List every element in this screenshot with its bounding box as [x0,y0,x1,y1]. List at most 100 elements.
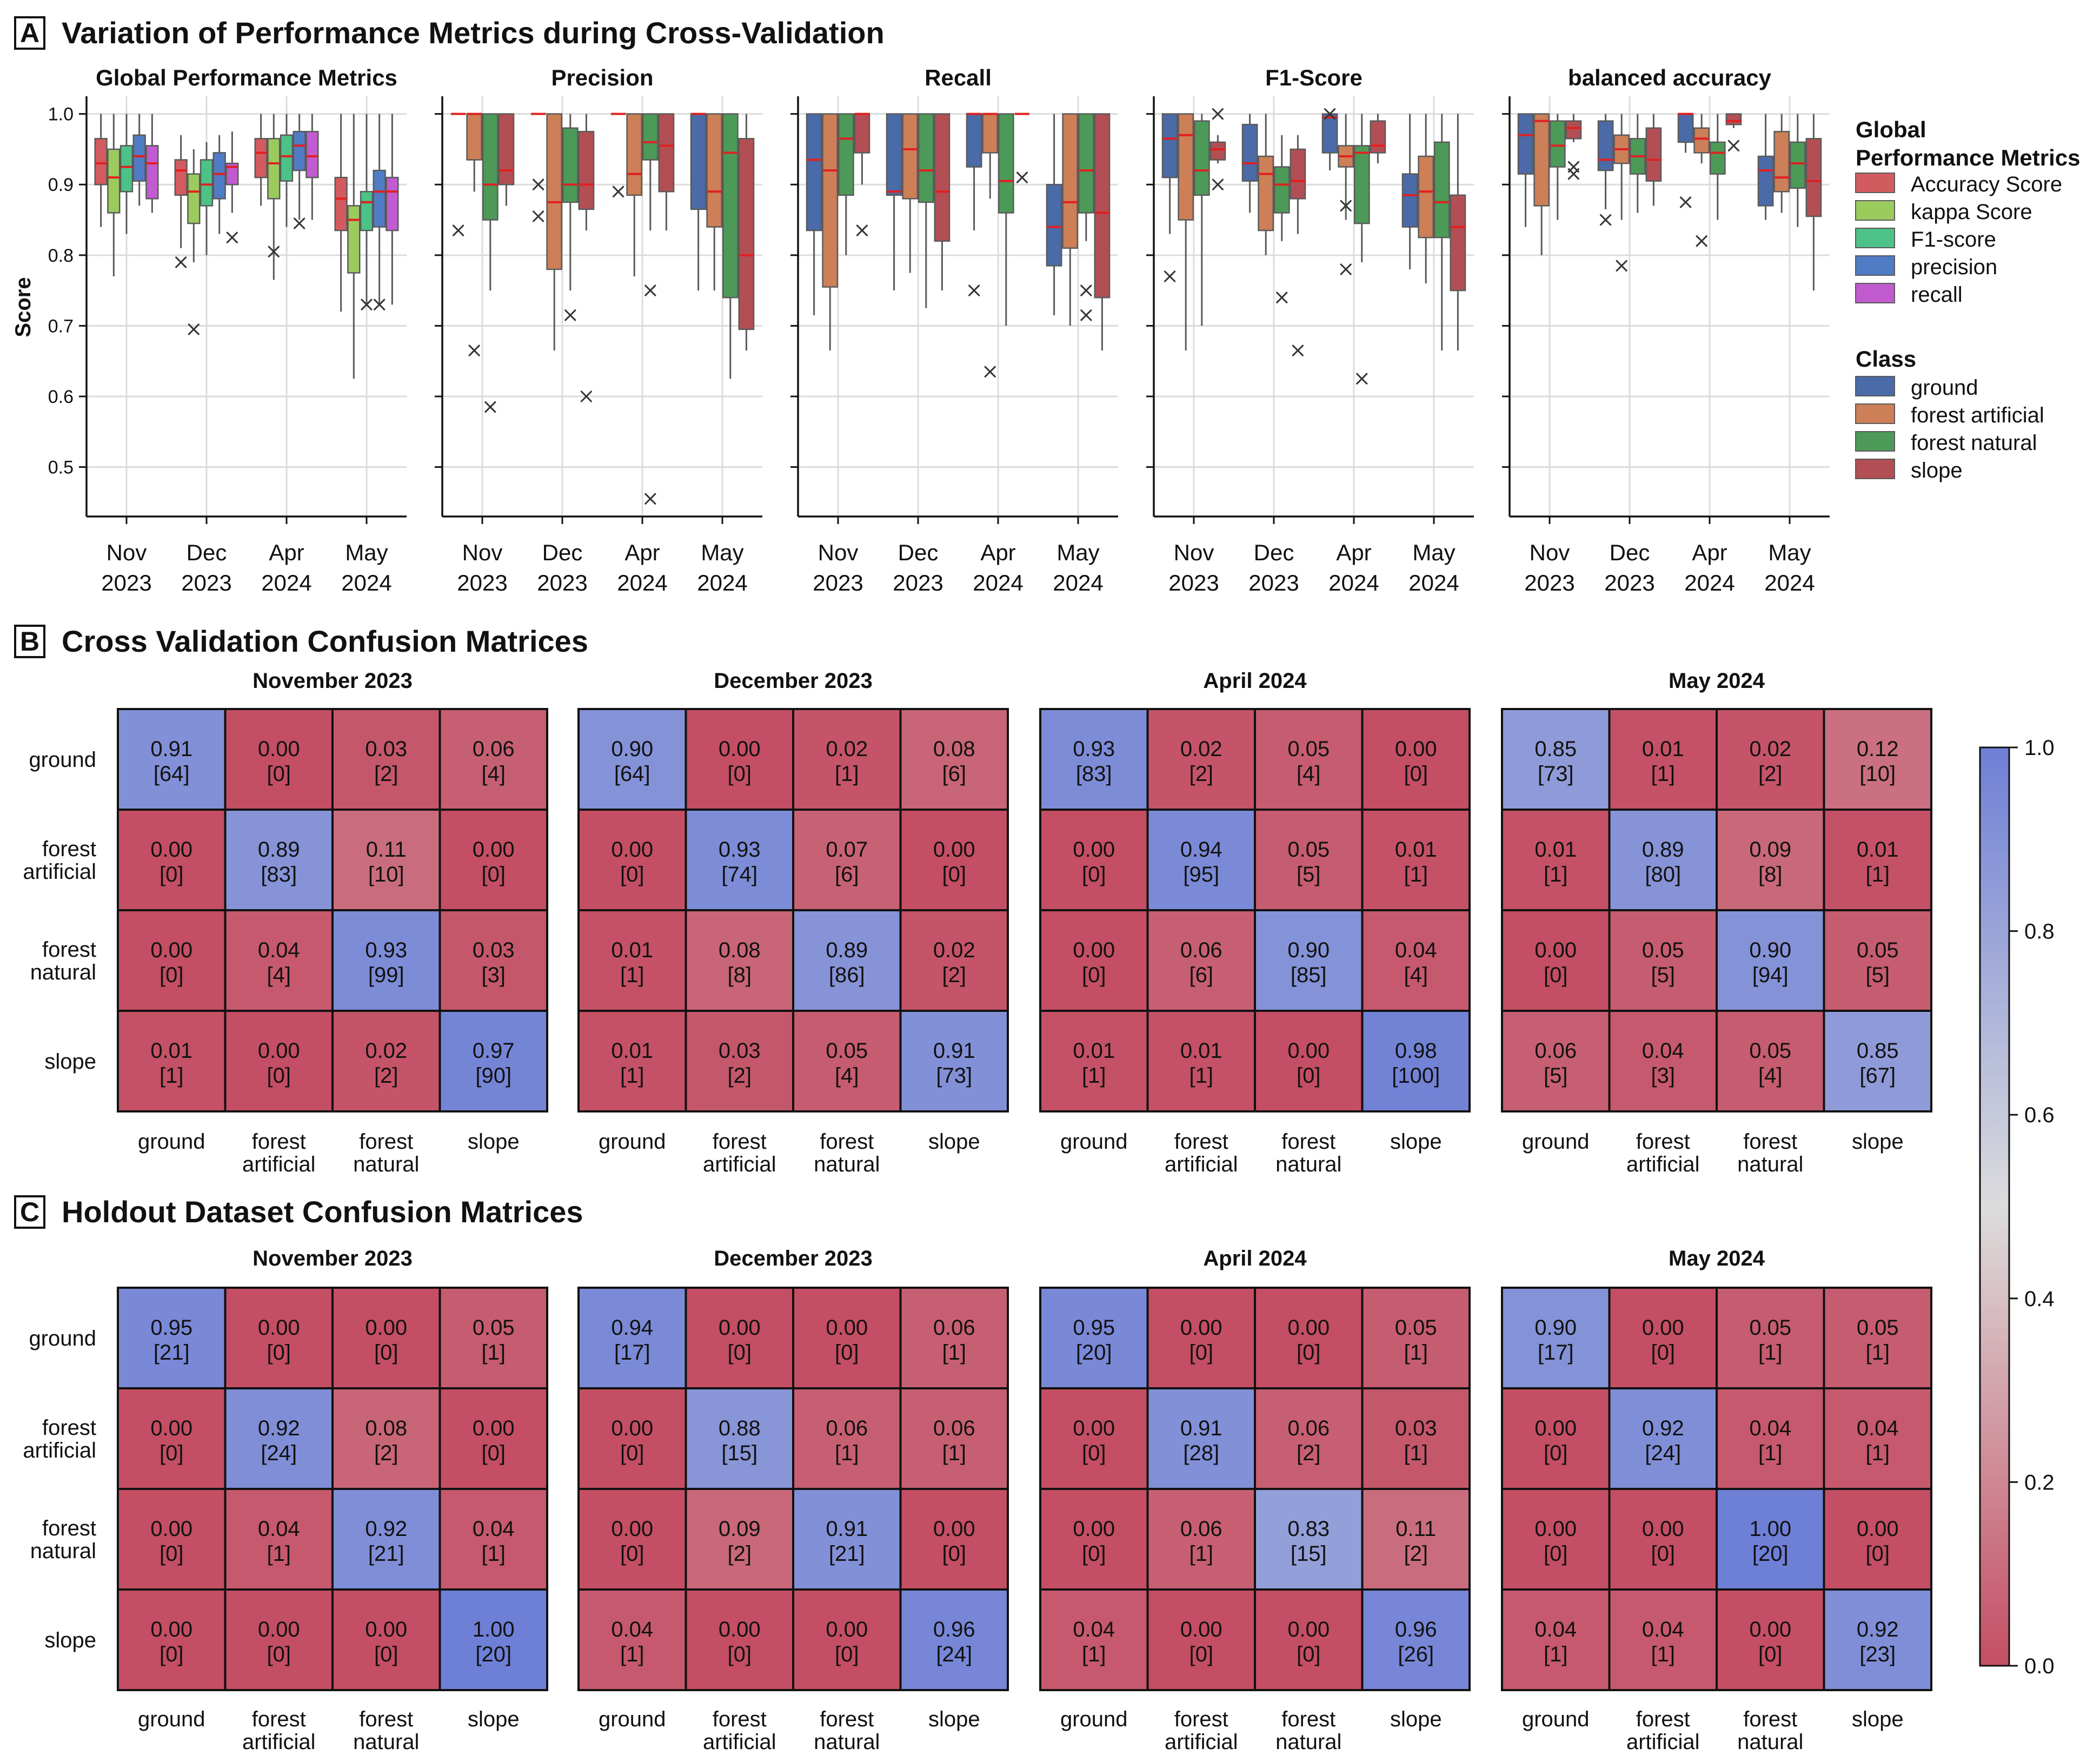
matrix-cell: 0.05[1] [1361,1287,1471,1389]
cell-count: [5] [1651,963,1675,987]
box-forest_artificial [1178,113,1194,351]
cell-value: 0.89 [826,938,868,962]
box-body [360,191,374,231]
outlier-marker [1016,171,1028,184]
cell-fill [117,1488,227,1591]
box-kappa [267,114,281,280]
x-tick-label-month: Apr [1692,540,1727,565]
matrix-cell: 0.89[86] [792,909,902,1012]
cell-value: 0.06 [473,737,515,761]
y-tick-label: 0.5 [48,458,74,478]
cell-count: [0] [728,1341,752,1365]
matrix-cell: 0.01[1] [577,909,687,1012]
cell-count: [0] [1082,1441,1106,1465]
cell-value: 0.03 [719,1039,761,1063]
matrix-cell: 0.92[24] [1608,1387,1718,1490]
x-tick-label-month: Nov [818,540,859,565]
cell-fill [1608,708,1718,811]
box-forest_natural [1353,114,1370,385]
cell-value: 1.00 [1749,1517,1791,1541]
panel-c-header: C Holdout Dataset Confusion Matrices [14,1195,583,1229]
matrix-cell: 0.93[99] [331,909,441,1012]
cell-count: [21] [368,1542,404,1566]
cell-value: 0.07 [826,838,868,862]
panel-b-header: B Cross Validation Confusion Matrices [14,624,588,658]
row-label: artificial [23,860,96,884]
x-tick-label-year: 2024 [1764,570,1815,595]
cell-fill [1361,909,1471,1012]
cell-count: [0] [620,863,644,886]
legend-label: precision [1911,255,1997,279]
legend-item: F1-score [1855,228,1996,251]
legend-swatch [1855,200,1895,221]
matrix-cell: 0.02[1] [792,708,902,811]
cell-fill [1823,1287,1932,1389]
box-precision [132,114,146,206]
cell-count: [1] [620,963,644,987]
cell-count: [4] [1404,963,1428,987]
cell-count: [0] [374,1341,398,1365]
cell-count: [1] [942,1341,966,1365]
cell-count: [100] [1392,1064,1440,1088]
box-recall [225,131,239,244]
cell-fill [792,1588,902,1691]
outlier-marker [360,299,373,311]
cell-count: [0] [835,1643,859,1666]
cell-fill [899,1588,1009,1691]
outlier-marker [1355,373,1368,385]
box-body [998,113,1014,214]
row-label: natural [30,961,96,984]
cell-value: 0.01 [150,1039,192,1063]
cell-fill [1039,1488,1149,1591]
col-label: forest [713,1707,767,1731]
cell-fill [1501,1588,1611,1691]
outlier-marker [373,299,386,311]
cell-count: [2] [728,1064,752,1088]
cell-fill [1608,1010,1718,1112]
panel-a-letter: A [20,18,39,48]
cell-count: [99] [368,963,404,987]
box-body [1450,194,1466,292]
matrix-cell: 0.06[5] [1501,1010,1611,1112]
matrix-cell: 0.00[0] [1039,1488,1149,1591]
cross-validation-matrices: November 20230.91[64]0.00[0]0.03[2]0.06[… [23,669,1932,1176]
cell-fill [1716,909,1825,1012]
cell-count: [90] [475,1064,511,1088]
outlier-marker [1212,108,1224,120]
box-body [1597,120,1614,171]
matrix-cell: 0.06[1] [899,1287,1009,1389]
holdout-matrices: November 20230.95[21]0.00[0]0.00[0]0.05[… [23,1247,1932,1754]
cell-fill [899,1287,1009,1389]
cell-count: [0] [1297,1643,1320,1666]
cell-fill [331,708,441,811]
cell-count: [24] [261,1441,297,1465]
cell-count: [6] [835,863,859,886]
legend-label: forest artificial [1911,403,2044,427]
cell-fill [1823,1488,1932,1591]
matrix-cell: 0.00[0] [1254,1287,1364,1389]
matrix-cell: 0.03[2] [685,1010,794,1112]
col-label: artificial [1165,1730,1238,1754]
panel-c-title: Holdout Dataset Confusion Matrices [62,1195,583,1229]
col-label: natural [1737,1153,1803,1176]
cell-value: 0.92 [1642,1416,1684,1440]
col-label: ground [599,1707,666,1731]
box-precision [212,135,226,234]
matrix-cell: 0.00[0] [1254,1010,1364,1112]
y-tick-label: 0.8 [48,246,74,266]
panel-a-header: A Variation of Performance Metrics durin… [14,16,885,50]
cell-value: 0.00 [1287,1316,1330,1340]
col-label: forest [1174,1707,1228,1731]
cell-fill [792,809,902,911]
cell-value: 0.00 [826,1618,868,1641]
outlier-marker [1275,292,1288,304]
cell-value: 0.96 [1395,1618,1437,1641]
cell-value: 0.00 [1395,737,1437,761]
matrix-cell: 0.00[0] [1823,1488,1932,1591]
cell-count: [5] [1866,963,1890,987]
x-tick-label-month: Dec [187,540,227,565]
cell-count: [1] [620,1064,644,1088]
box-body [1353,145,1370,224]
cell-count: [2] [942,963,966,987]
cell-value: 0.06 [933,1416,975,1440]
